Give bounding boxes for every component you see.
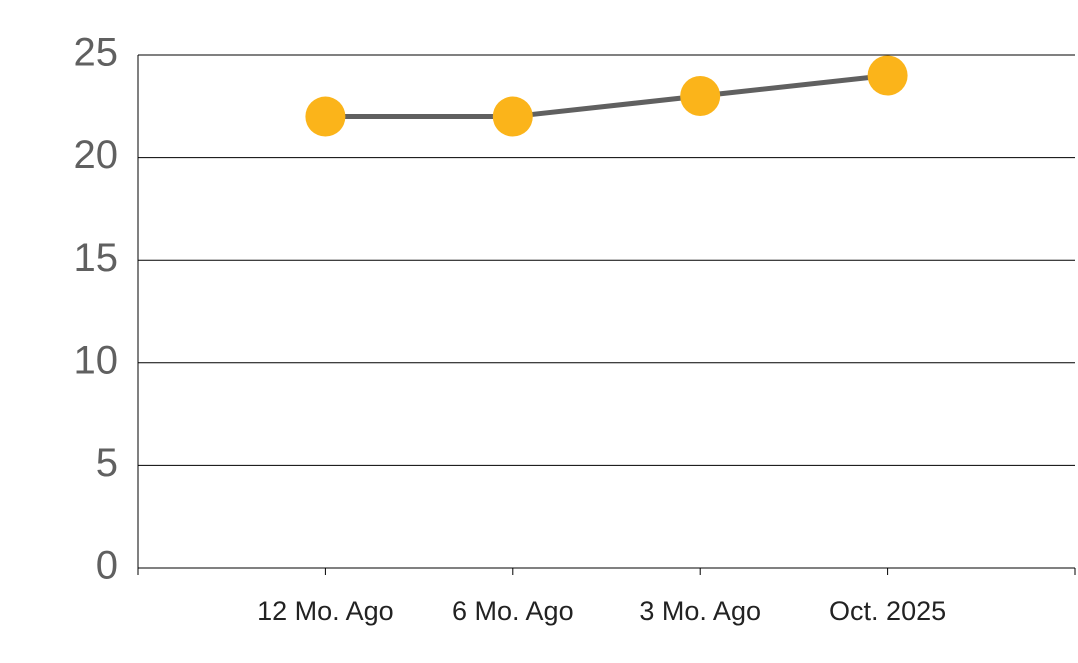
y-tick-label: 0 [96,544,118,588]
y-tick-label: 15 [74,236,119,280]
x-tick-label: 3 Mo. Ago [639,596,761,626]
y-tick-label: 20 [74,133,119,177]
marker [305,96,346,137]
line [325,73,888,120]
x-tick-label: 6 Mo. Ago [452,596,574,626]
marker [680,76,721,117]
marker [492,96,533,137]
y-tick-label: 25 [74,31,119,75]
marker [867,55,908,96]
x-tick-label: Oct. 2025 [829,596,946,626]
x-tick-label: 12 Mo. Ago [257,596,394,626]
y-tick-label: 10 [74,338,119,382]
y-tick-label: 5 [96,441,118,485]
